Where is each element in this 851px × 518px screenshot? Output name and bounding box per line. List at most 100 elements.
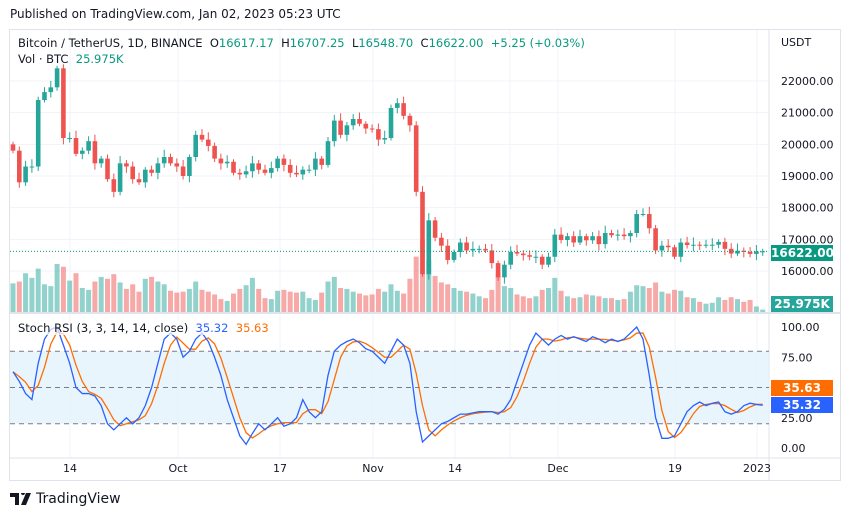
volume-bar: [602, 298, 608, 312]
stoch-tick-label: 25.00: [781, 412, 813, 425]
volume-bar: [249, 277, 255, 312]
volume-bar: [558, 290, 564, 312]
volume-bar: [464, 291, 470, 312]
stoch-tick-label: 0.00: [781, 442, 806, 455]
candle-body: [388, 107, 394, 139]
volume-bar: [577, 297, 583, 312]
time-tick-label: 14: [63, 462, 77, 475]
candle-body: [590, 236, 595, 241]
volume-bar: [142, 278, 148, 312]
candle-body: [420, 191, 425, 275]
candle-body: [621, 234, 627, 237]
volume-bar: [489, 289, 495, 312]
candle-body: [565, 236, 570, 240]
candle-body: [67, 138, 72, 140]
volume-bar: [35, 268, 41, 312]
volume-bar: [312, 300, 318, 312]
candle-body: [640, 214, 646, 216]
candle-body: [369, 128, 375, 130]
volume-bar: [640, 286, 646, 312]
candle-body: [684, 242, 690, 246]
volume-bar: [596, 296, 602, 312]
candle-body: [212, 145, 217, 159]
published-note: Published on TradingView.com, Jan 02, 20…: [10, 7, 341, 21]
volume-bar: [363, 295, 369, 312]
volume-bar: [621, 299, 627, 312]
volume-bar: [527, 298, 533, 312]
candle-body: [741, 250, 747, 253]
volume-bar: [703, 303, 709, 312]
volume-bar: [237, 288, 243, 312]
volume-bar: [401, 293, 407, 312]
volume-bar: [243, 285, 249, 312]
volume-bar: [42, 284, 47, 312]
candle-body: [653, 228, 658, 251]
candle-body: [287, 164, 293, 173]
volume-bar: [212, 294, 218, 312]
volume-bar: [300, 291, 306, 312]
candle-body: [659, 245, 665, 251]
open-value: 16617.17: [218, 36, 274, 50]
volume-bar: [86, 289, 92, 312]
price-tick-label: 19000.00: [781, 170, 834, 183]
volume-bar: [697, 301, 703, 312]
candle-body: [319, 158, 324, 165]
candle-body: [313, 158, 318, 170]
candle-body: [609, 233, 614, 236]
volume-bar: [426, 260, 432, 312]
candle-body: [281, 158, 287, 165]
candle-body: [124, 163, 129, 167]
candle-body: [703, 244, 709, 246]
time-tick-label: 19: [668, 462, 682, 475]
stoch-k-line: [12, 325, 763, 446]
volume-bar: [294, 292, 299, 312]
volume-bar: [123, 288, 129, 312]
volume-bar: [369, 294, 375, 312]
volume-bar: [29, 277, 35, 312]
candle-body: [628, 233, 633, 237]
volume-bar: [659, 291, 665, 312]
volume-bar: [627, 291, 633, 312]
volume-bar: [407, 278, 413, 312]
volume-bar: [564, 296, 570, 312]
volume-bar: [445, 284, 451, 312]
candle-body: [325, 141, 331, 165]
candle-body: [10, 144, 16, 151]
candle-body: [130, 166, 135, 180]
candle-body: [691, 244, 696, 246]
open-label: O: [209, 36, 219, 50]
candle-body: [206, 139, 211, 146]
volume-bar: [180, 291, 186, 312]
volume-bar: [268, 299, 274, 312]
volume-bar: [388, 284, 394, 312]
candle-body: [256, 163, 261, 170]
low-value: 16548.70: [358, 36, 414, 50]
volume-bar: [438, 282, 444, 312]
stoch-k-value: 35.32: [195, 321, 229, 335]
volume-bar: [728, 297, 734, 312]
candle-body: [224, 161, 230, 164]
time-tick-label: Oct: [168, 462, 188, 475]
volume-bar: [571, 298, 577, 312]
candle-body: [338, 120, 343, 135]
candle-body: [596, 236, 602, 245]
candle-body: [73, 138, 79, 154]
candle-body: [92, 141, 98, 164]
time-tick-label: Nov: [362, 462, 384, 475]
volume-bar: [646, 288, 652, 312]
candle-body: [521, 253, 526, 256]
candle-body: [17, 150, 22, 183]
volume-bar: [552, 277, 558, 312]
volume-bar: [609, 298, 614, 312]
candle-body: [98, 158, 104, 164]
volume-bar: [275, 290, 281, 312]
stoch-label: Stoch RSI (3, 3, 14, 14, close): [18, 321, 189, 335]
candle-body: [382, 138, 387, 140]
volume-bar: [501, 286, 507, 312]
high-label: H: [281, 36, 290, 50]
volume-bar: [716, 297, 722, 312]
volume-bar: [546, 288, 551, 312]
candle-body: [546, 256, 551, 265]
candle-body: [199, 134, 205, 140]
